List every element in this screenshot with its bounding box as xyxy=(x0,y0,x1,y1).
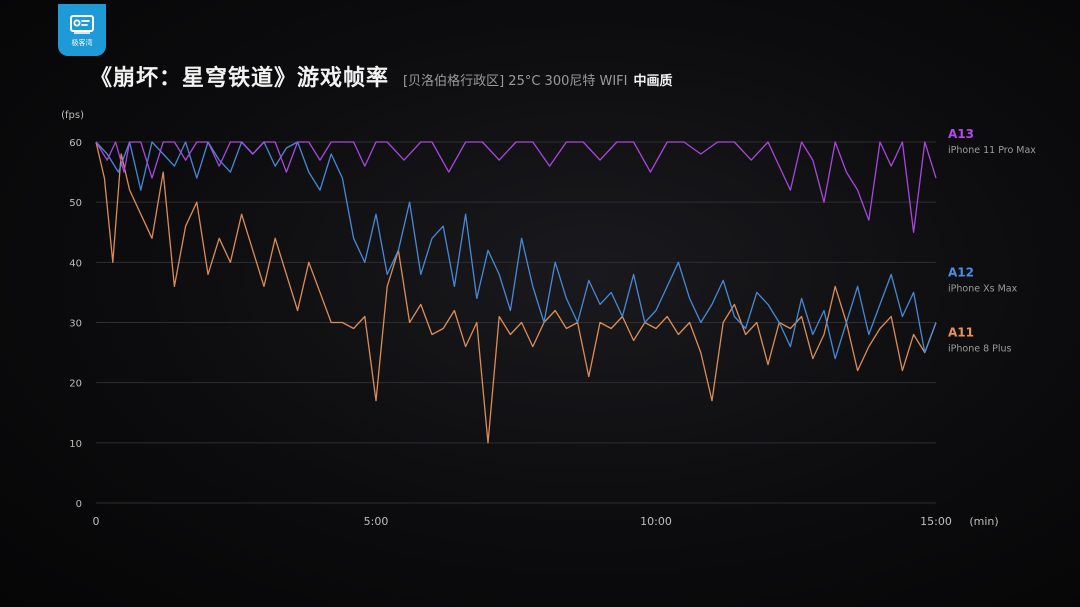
legend-chip-a12: A12 xyxy=(948,265,974,279)
legend-device-a11: iPhone 8 Plus xyxy=(948,344,1012,355)
y-tick-label-10: 10 xyxy=(69,439,82,450)
x-tick-label-10: 10:00 xyxy=(640,515,672,528)
series-line-a13 xyxy=(95,141,937,233)
brand-logo: 极客湾 xyxy=(58,4,106,56)
logo-text: 极客湾 xyxy=(71,39,93,47)
series-line-a12 xyxy=(95,141,937,360)
legend-device-a13: iPhone 11 Pro Max xyxy=(948,145,1036,156)
y-tick-label-20: 20 xyxy=(69,379,82,390)
x-tick-label-5: 5:00 xyxy=(364,515,389,528)
logo-icon xyxy=(70,15,94,34)
y-axis-label: (fps) xyxy=(61,110,84,121)
x-tick-label-0: 0 xyxy=(93,515,100,528)
legend-chip-a13: A13 xyxy=(948,127,974,141)
title-row: 《崩坏：星穹铁道》游戏帧率 [贝洛伯格行政区] 25°C 300尼特 WIFI … xyxy=(90,60,673,92)
series-line-a11 xyxy=(95,141,937,444)
y-tick-label-0: 0 xyxy=(76,499,82,510)
x-axis-label: (min) xyxy=(969,515,998,528)
y-tick-label-60: 60 xyxy=(69,138,82,149)
legend-device-a12: iPhone Xs Max xyxy=(948,283,1018,294)
x-tick-label-15: 15:00 xyxy=(920,515,952,528)
chart-subtitle: [贝洛伯格行政区] 25°C 300尼特 WIFI xyxy=(403,74,628,89)
legend-chip-a11: A11 xyxy=(948,326,974,340)
y-tick-label-40: 40 xyxy=(69,258,82,269)
quality-label: 中画质 xyxy=(633,74,673,89)
chart-title: 《崩坏：星穹铁道》游戏帧率 xyxy=(90,66,390,91)
y-tick-label-50: 50 xyxy=(69,198,82,209)
y-tick-label-30: 30 xyxy=(69,319,82,330)
